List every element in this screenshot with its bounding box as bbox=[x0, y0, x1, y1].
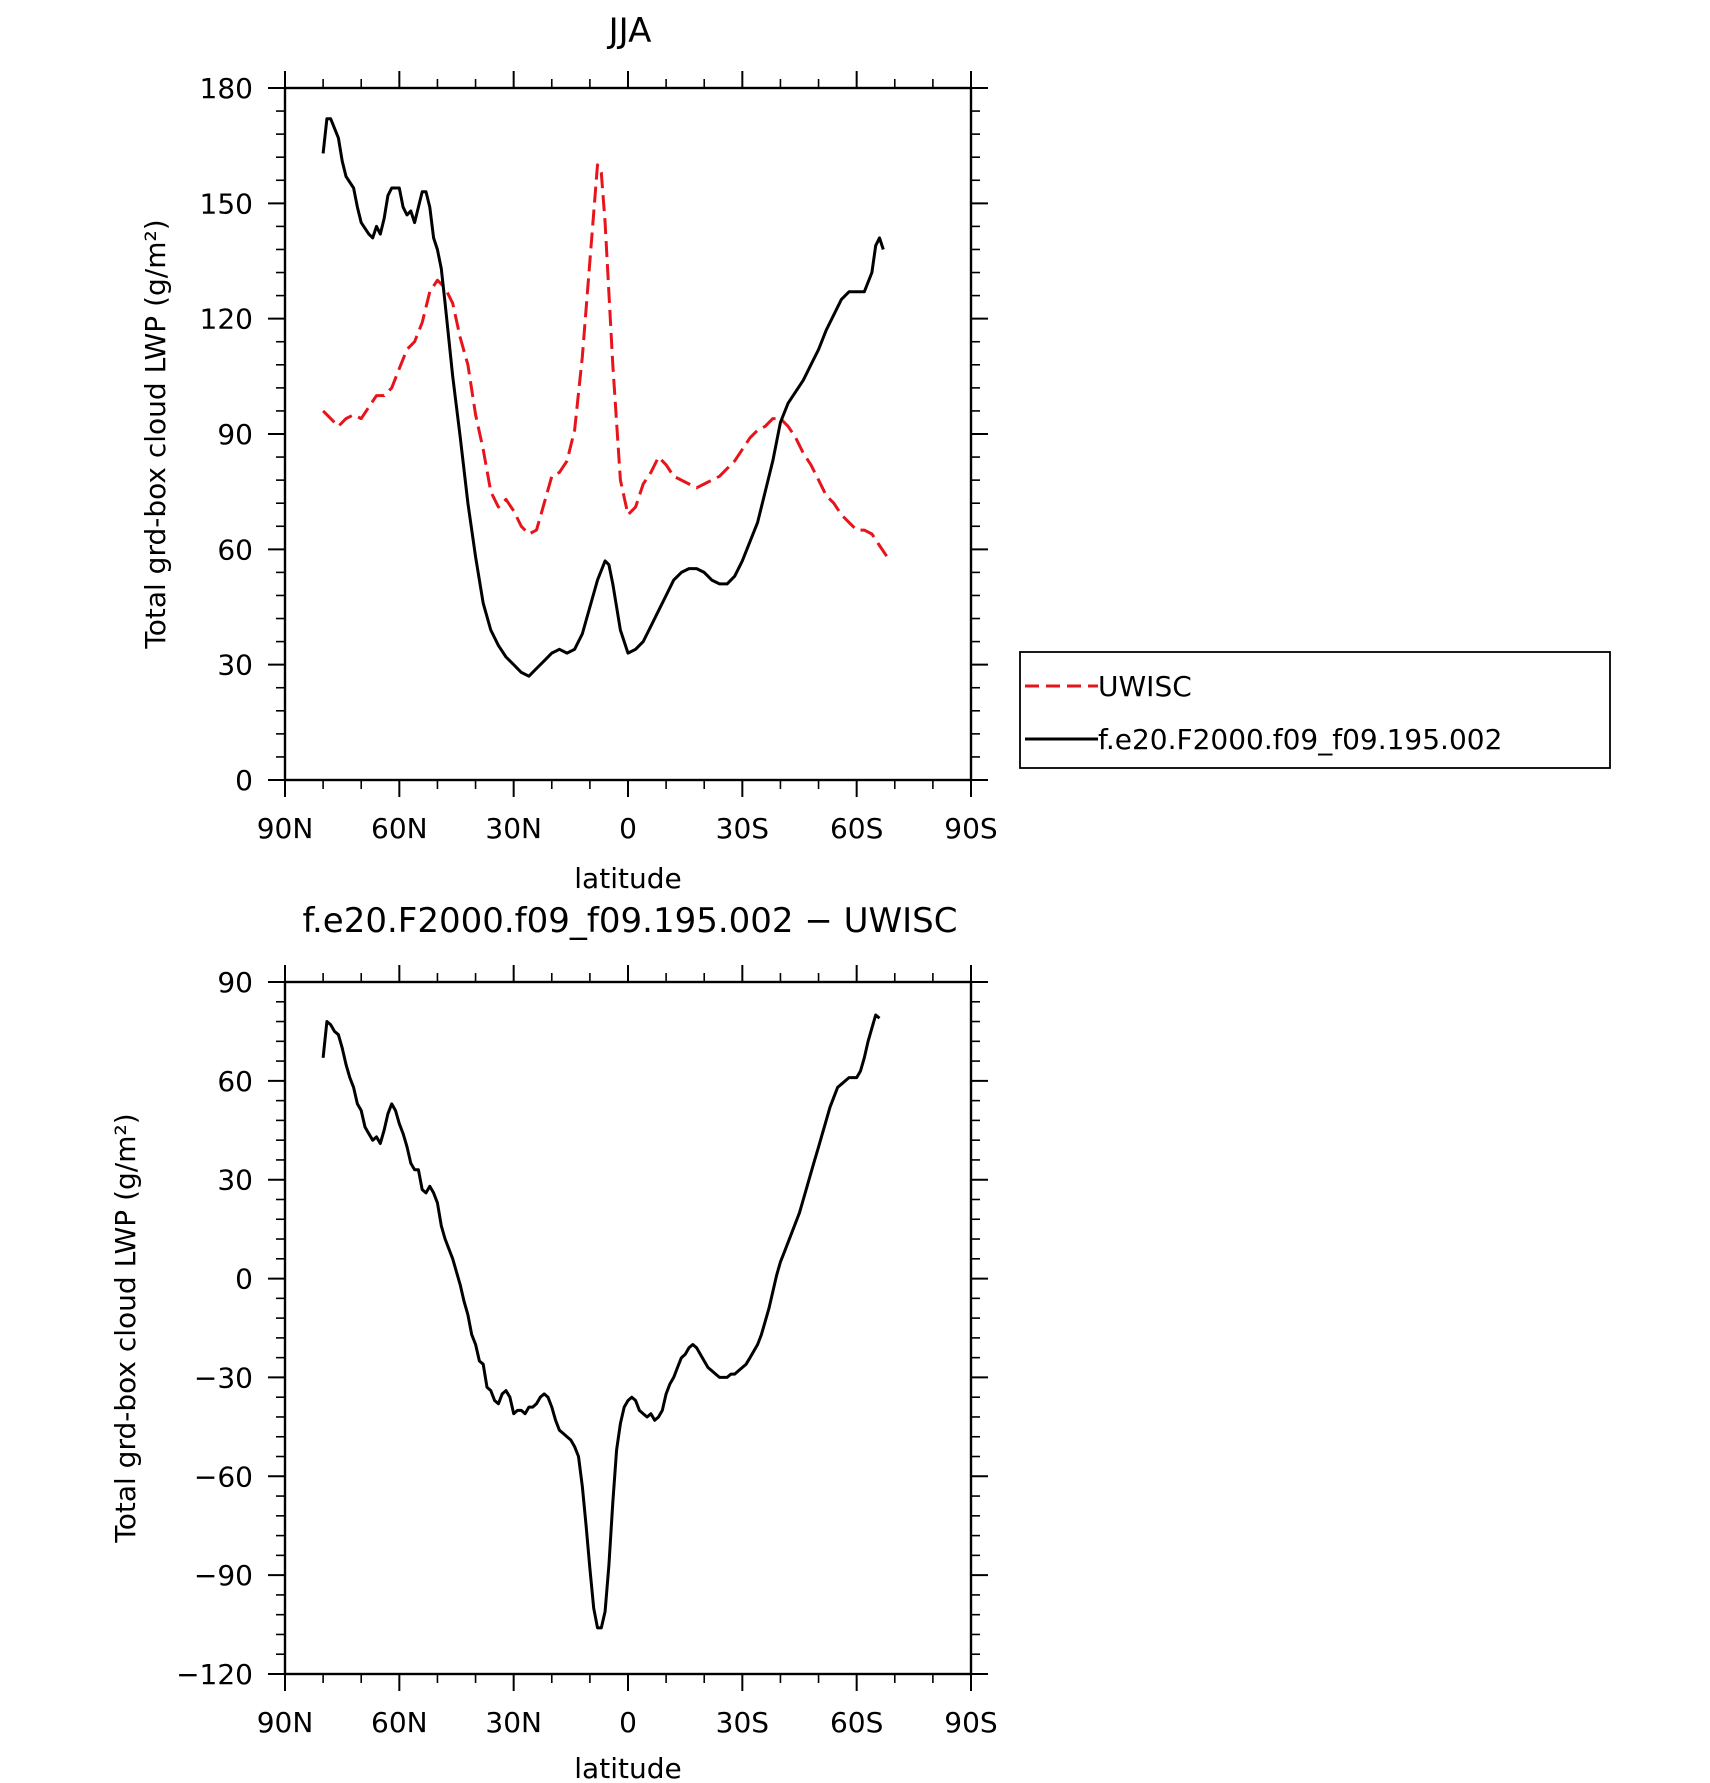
top-chart-title: JJA bbox=[607, 11, 652, 51]
bottom-chart-title: f.e20.F2000.f09_f09.195.002 − UWISC bbox=[302, 901, 957, 941]
bottom-y-tick-label: 60 bbox=[217, 1065, 253, 1098]
top-y-tick-label: 0 bbox=[235, 764, 253, 797]
bottom-y-tick-label: 30 bbox=[217, 1164, 253, 1197]
top-x-tick-label: 90S bbox=[944, 812, 997, 845]
top-y-tick-label: 30 bbox=[217, 649, 253, 682]
bottom-y-tick-label: 90 bbox=[217, 966, 253, 999]
top-y-tick-label: 120 bbox=[200, 303, 253, 336]
legend-box bbox=[1019, 651, 1611, 769]
top-x-tick-label: 0 bbox=[619, 812, 637, 845]
bottom-plot-frame bbox=[283, 980, 973, 1676]
bottom-series-line-0 bbox=[321, 1013, 881, 1630]
top-x-tick-label: 60S bbox=[830, 812, 883, 845]
top-x-tick-label: 90N bbox=[257, 812, 314, 845]
top-x-tick-labels: 90N 60N 30N 0 30S 60S 90S bbox=[257, 812, 998, 845]
bottom-x-tick-label: 0 bbox=[619, 1706, 637, 1739]
bottom-x-tick-label: 30N bbox=[485, 1706, 542, 1739]
top-series bbox=[321, 117, 889, 678]
bottom-y-tick-label: −30 bbox=[194, 1361, 253, 1394]
bottom-y-tick-label: −60 bbox=[194, 1460, 253, 1493]
top-series-line-0 bbox=[322, 163, 889, 558]
top-y-tick-label: 60 bbox=[217, 533, 253, 566]
bottom-y-tick-label: −120 bbox=[176, 1658, 253, 1691]
top-plot-frame bbox=[283, 86, 973, 782]
top-panel: JJA 0 30 60 90 120 150 180 90N 60N 30N 0 30S 60S 90S… bbox=[139, 11, 1611, 895]
bottom-y-axis-label: Total grd-box cloud LWP (g/m²) bbox=[109, 1113, 142, 1543]
bottom-x-tick-label: 90S bbox=[944, 1706, 997, 1739]
top-y-tick-label: 150 bbox=[200, 187, 253, 220]
top-x-tick-label: 30N bbox=[485, 812, 542, 845]
bottom-y-tick-label: −90 bbox=[194, 1559, 253, 1592]
bottom-x-tick-labels: 90N 60N 30N 0 30S 60S 90S bbox=[257, 1706, 998, 1739]
bottom-ticks bbox=[268, 965, 988, 1691]
legend: UWISC f.e20.F2000.f09_f09.195.002 bbox=[1019, 651, 1611, 769]
bottom-x-axis-label: latitude bbox=[574, 1752, 681, 1783]
top-y-tick-label: 90 bbox=[217, 418, 253, 451]
top-series-line-1 bbox=[321, 117, 885, 678]
legend-label-model: f.e20.F2000.f09_f09.195.002 bbox=[1098, 723, 1502, 756]
top-x-tick-label: 30S bbox=[716, 812, 769, 845]
bottom-x-tick-label: 60S bbox=[830, 1706, 883, 1739]
top-y-tick-labels: 0 30 60 90 120 150 180 bbox=[200, 72, 253, 797]
bottom-panel: f.e20.F2000.f09_f09.195.002 − UWISC −120… bbox=[109, 901, 998, 1783]
top-x-tick-label: 60N bbox=[371, 812, 428, 845]
bottom-x-tick-label: 60N bbox=[371, 1706, 428, 1739]
top-x-axis-label: latitude bbox=[574, 862, 681, 895]
bottom-x-tick-label: 30S bbox=[716, 1706, 769, 1739]
bottom-series bbox=[321, 1013, 881, 1630]
top-y-tick-label: 180 bbox=[200, 72, 253, 105]
legend-label-uwisc: UWISC bbox=[1098, 670, 1192, 703]
bottom-y-tick-labels: −120 −90 −60 −30 0 30 60 90 bbox=[176, 966, 253, 1691]
top-ticks bbox=[268, 71, 988, 797]
bottom-x-tick-label: 90N bbox=[257, 1706, 314, 1739]
bottom-y-tick-label: 0 bbox=[235, 1263, 253, 1296]
top-y-axis-label: Total grd-box cloud LWP (g/m²) bbox=[139, 219, 172, 649]
